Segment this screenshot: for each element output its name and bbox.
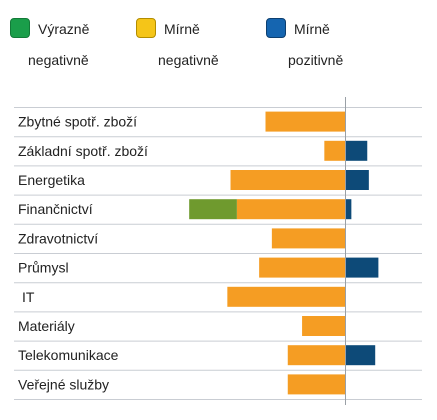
legend-swatch-mild-negative	[136, 18, 156, 38]
category-label: Průmysl	[18, 260, 69, 276]
bar-segment	[345, 140, 368, 161]
legend-label-line2: negativně	[28, 52, 89, 68]
bar-segment	[236, 199, 345, 220]
bar-segment	[189, 199, 237, 220]
category-label: Finančnictví	[18, 201, 93, 217]
legend-label-line2: negativně	[158, 52, 219, 68]
bar-segment	[230, 170, 345, 190]
bar-segment	[345, 170, 369, 190]
bar-segment	[271, 228, 345, 249]
bar-segment	[227, 286, 345, 307]
legend-swatch-strong-negative	[10, 18, 30, 38]
bar-segment	[287, 345, 345, 366]
category-label: Materiály	[18, 318, 75, 334]
legend-label-line1: Mírně	[294, 21, 330, 37]
legend-label-line1: Mírně	[164, 21, 200, 37]
category-label: IT	[22, 289, 35, 305]
bar-segment	[345, 199, 352, 220]
category-label: Zdravotnictví	[18, 230, 98, 246]
legend-swatch-mild-positive	[266, 18, 286, 38]
legend-label-line1: Výrazně	[38, 21, 90, 37]
legend-item-mild-negative: Mírně	[136, 18, 200, 38]
category-label: Zbytné spotř. zboží	[18, 114, 137, 130]
legend-item-strong-negative: Výrazně	[10, 18, 89, 38]
legend-item-mild-positive: Mírně	[266, 18, 330, 38]
category-label: Veřejné služby	[18, 376, 109, 392]
category-label: Energetika	[18, 172, 85, 188]
bar-segment	[302, 316, 345, 336]
bar-segment	[324, 140, 345, 161]
category-label: Telekomunikace	[18, 347, 119, 363]
bar-segment	[345, 257, 379, 278]
bar-segment	[259, 257, 345, 278]
category-label: Základní spotř. zboží	[18, 143, 148, 159]
bar-segment	[345, 345, 376, 366]
bar-segment	[265, 111, 345, 132]
legend-label-line2: pozitivně	[288, 52, 344, 68]
bar-segment	[287, 374, 345, 395]
